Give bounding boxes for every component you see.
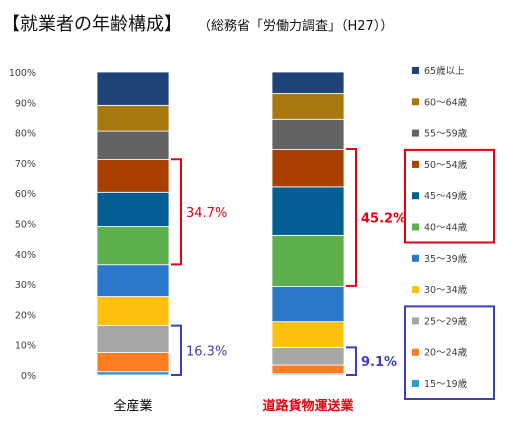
legend-group-box	[404, 305, 495, 400]
legend-swatch	[412, 286, 419, 294]
legend-label: 40～44歳	[424, 222, 468, 234]
bar-segment	[96, 352, 170, 373]
y-tick-label: 80%	[15, 129, 36, 140]
bracket	[171, 324, 182, 376]
bar-segment	[96, 130, 170, 160]
bar-segment	[271, 347, 345, 366]
legend-swatch	[412, 223, 419, 231]
bracket-label: 16.3%	[186, 344, 227, 359]
y-axis: 0% 10% 20% 30% 40% 50% 60% 70% 80% 90% 100%	[9, 68, 36, 382]
bracket	[346, 147, 357, 287]
y-tick-label: 40%	[15, 250, 36, 261]
bar-segment	[96, 104, 170, 132]
y-tick-label: 30%	[15, 280, 36, 291]
bar-segment	[271, 364, 345, 375]
legend: 65歳以上 60～64歳 55～59歳 50～54歳 45～49歳 40～44歳 35～39…	[404, 65, 495, 400]
bar-segment	[96, 371, 170, 376]
legend-label: 15～19歳	[424, 378, 468, 390]
legend-swatch	[412, 192, 419, 200]
bracket-annotations: 34.7% 16.3% 45.2% 9.1%	[171, 147, 406, 376]
legend-label: 50～54歳	[424, 159, 468, 171]
legend-swatch	[412, 98, 419, 106]
legend-swatch	[412, 67, 419, 74]
chart-title: 【就業者の年齢構成】	[2, 14, 182, 35]
bar-segment	[271, 234, 345, 287]
bar-segment	[271, 118, 345, 150]
bracket	[171, 158, 182, 266]
y-tick-label: 10%	[15, 341, 36, 352]
bar-segment	[96, 159, 170, 193]
y-tick-label: 60%	[15, 189, 36, 200]
y-tick-label: 100%	[9, 68, 36, 79]
legend-label: 65歳以上	[424, 65, 465, 77]
legend-label: 45～49歳	[424, 190, 468, 202]
bar-segment	[96, 71, 170, 106]
bar-segment	[271, 149, 345, 188]
bar-segment	[271, 93, 345, 120]
legend-label: 30～34歳	[424, 284, 468, 296]
legend-swatch	[412, 129, 419, 137]
category-label: 道路貨物運送業	[262, 398, 354, 414]
bar-segment	[96, 296, 170, 327]
bar-segment	[96, 325, 170, 353]
legend-swatch	[412, 380, 419, 387]
legend-label: 35～39歳	[424, 253, 468, 265]
y-tick-label: 0%	[21, 371, 36, 382]
legend-swatch	[412, 254, 419, 262]
y-tick-label: 20%	[15, 310, 36, 321]
legend-group-box	[404, 148, 495, 244]
bar-segment	[96, 191, 170, 227]
chart-subtitle: （総務省「労働力調査」（H27））	[198, 19, 393, 34]
legend-swatch	[412, 348, 419, 356]
bar-segment	[271, 186, 345, 236]
legend-swatch	[412, 160, 419, 168]
y-tick-label: 70%	[15, 159, 36, 170]
bar-segment	[96, 264, 170, 297]
bar-segment	[271, 286, 345, 323]
bracket-label: 45.2%	[361, 211, 406, 226]
legend-label: 60～64歳	[424, 96, 468, 108]
bracket-label: 9.1%	[361, 355, 397, 370]
bar-segment	[96, 226, 170, 266]
legend-swatch	[412, 317, 419, 325]
stacked-bars	[96, 71, 345, 376]
legend-label: 20～24歳	[424, 347, 468, 359]
y-tick-label: 50%	[15, 220, 36, 231]
bar-segment	[271, 71, 345, 94]
y-tick-label: 90%	[15, 98, 36, 109]
category-labels: 全産業 道路貨物運送業	[113, 398, 354, 414]
legend-label: 25～29歳	[424, 315, 468, 327]
legend-label: 55～59歳	[424, 128, 468, 140]
bar-segment	[271, 321, 345, 348]
bracket-label: 34.7%	[186, 206, 227, 221]
category-label: 全産業	[113, 398, 152, 414]
bracket	[346, 346, 357, 376]
